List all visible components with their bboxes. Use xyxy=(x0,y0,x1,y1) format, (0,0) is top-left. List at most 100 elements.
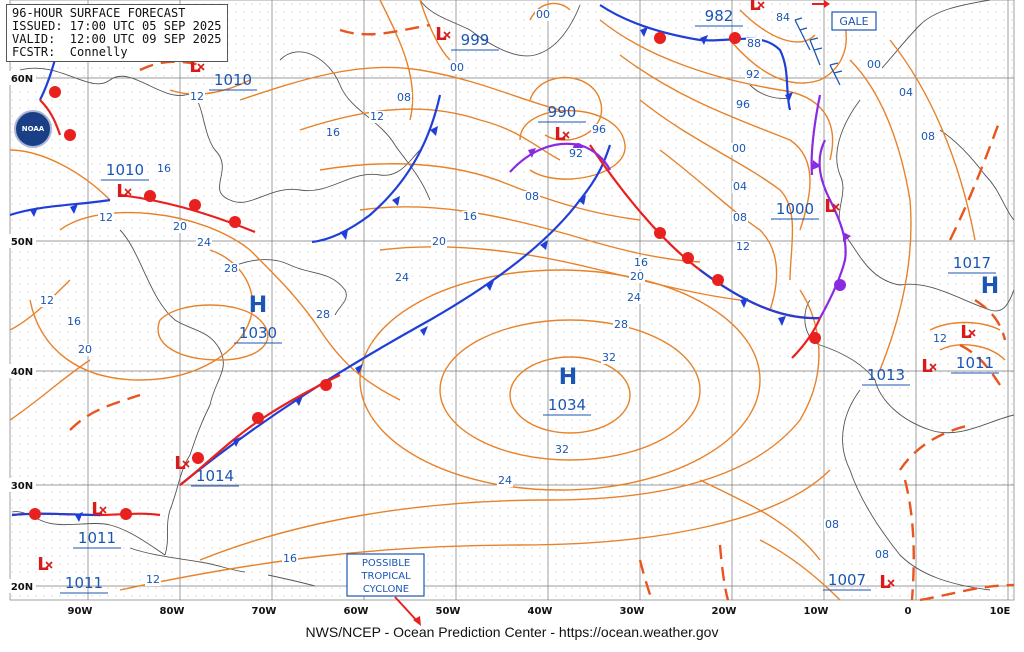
low-symbol: L xyxy=(37,554,48,575)
svg-text:10W: 10W xyxy=(804,606,829,617)
lat-label-40N: 40N xyxy=(8,364,36,378)
low-center-x xyxy=(124,188,132,196)
low-symbol: L xyxy=(435,24,446,45)
high-symbol: H xyxy=(981,274,999,299)
low-symbol: L xyxy=(749,0,760,15)
isobar-label: 20 xyxy=(77,343,93,356)
pressure-value-1011: 1011 xyxy=(73,529,121,549)
low-symbol: L xyxy=(879,572,890,593)
isobar-label: 28 xyxy=(223,262,239,275)
isobar-label: 16 xyxy=(282,552,298,565)
low-symbol: L xyxy=(960,322,971,343)
low-center-x xyxy=(45,561,53,569)
isobar-label: 20 xyxy=(629,270,645,283)
svg-text:30W: 30W xyxy=(620,606,645,617)
svg-text:92: 92 xyxy=(569,147,583,160)
isobar-label: 24 xyxy=(626,291,642,304)
pressure-value-1011: 1011 xyxy=(951,354,999,374)
svg-text:20: 20 xyxy=(173,220,187,233)
svg-text:04: 04 xyxy=(733,180,747,193)
low-center-x xyxy=(757,1,765,9)
lon-label-0: 0 xyxy=(893,603,923,617)
svg-text:04: 04 xyxy=(899,86,913,99)
svg-text:32: 32 xyxy=(555,443,569,456)
low-symbol: L xyxy=(189,56,200,77)
forecast-header: 96-HOUR SURFACE FORECAST ISSUED: 17:00 UT… xyxy=(6,4,228,62)
header-title: 96-HOUR SURFACE FORECAST xyxy=(12,6,186,20)
high-symbol: H xyxy=(249,293,267,318)
svg-text:16: 16 xyxy=(326,126,340,139)
svg-text:24: 24 xyxy=(395,271,409,284)
isobar-label: 16 xyxy=(156,162,172,175)
svg-text:10E: 10E xyxy=(990,606,1011,617)
svg-text:28: 28 xyxy=(316,308,330,321)
isobar-label: 12 xyxy=(98,211,114,224)
svg-text:12: 12 xyxy=(370,110,384,123)
low-center-x xyxy=(968,329,976,337)
pressure-value-1010: 1010 xyxy=(101,161,149,181)
svg-text:96: 96 xyxy=(592,123,606,136)
isobar-label: 08 xyxy=(396,91,412,104)
lat-label-60N: 60N xyxy=(8,71,36,85)
svg-text:08: 08 xyxy=(825,518,839,531)
lon-label-10W: 10W xyxy=(801,603,831,617)
low-symbol: L xyxy=(921,356,932,377)
svg-text:24: 24 xyxy=(197,236,211,249)
tropical-line2: TROPICAL xyxy=(360,571,411,582)
svg-text:08: 08 xyxy=(921,130,935,143)
longitude-labels: 90W 80W 70W 60W 50W 40W 30W 20W 10W 0 10E xyxy=(65,603,1015,617)
svg-text:84: 84 xyxy=(776,11,790,24)
svg-text:00: 00 xyxy=(732,142,746,155)
high-symbol: H xyxy=(559,365,577,390)
low-symbol: L xyxy=(824,196,835,217)
lat-label-50N: 50N xyxy=(8,234,36,248)
isobar-label: 20 xyxy=(172,220,188,233)
tropical-cyclone-annotation: POSSIBLE TROPICAL CYCLONE xyxy=(346,553,425,626)
svg-text:16: 16 xyxy=(634,256,648,269)
isobar-label: 08 xyxy=(920,130,936,143)
svg-text:50N: 50N xyxy=(11,237,33,248)
svg-text:1014: 1014 xyxy=(196,467,234,485)
isobar-label: 08 xyxy=(524,190,540,203)
svg-text:12: 12 xyxy=(736,240,750,253)
isobar-label: 12 xyxy=(932,332,948,345)
front-symbols xyxy=(29,27,851,522)
lon-label-40W: 40W xyxy=(525,603,555,617)
lon-label-30W: 30W xyxy=(617,603,647,617)
svg-text:24: 24 xyxy=(498,474,512,487)
svg-text:12: 12 xyxy=(40,294,54,307)
isobar-label: 92 xyxy=(745,68,761,81)
isobar-label: 16 xyxy=(633,256,649,269)
isobar-label: 28 xyxy=(613,318,629,331)
svg-text:12: 12 xyxy=(190,90,204,103)
troughs xyxy=(69,23,1015,602)
low-center-x xyxy=(832,203,840,211)
wind-barbs xyxy=(794,17,843,86)
isobar-label: 04 xyxy=(732,180,748,193)
svg-text:16: 16 xyxy=(283,552,297,565)
isobar-labels: 00 12 08 16 12 20 24 28 16 12 20 00 08 16 24 28 32 28 24 20… xyxy=(39,8,948,586)
noaa-logo: NOAA xyxy=(14,110,52,148)
pressure-value-1011: 1011 xyxy=(60,574,108,594)
svg-text:0: 0 xyxy=(905,606,912,617)
low-center-x xyxy=(887,579,895,587)
svg-text:32: 32 xyxy=(602,351,616,364)
isobars xyxy=(9,0,1006,601)
isobar-label: 00 xyxy=(866,58,882,71)
pressure-value-1030: 1030 xyxy=(234,324,282,344)
svg-text:92: 92 xyxy=(746,68,760,81)
svg-text:60W: 60W xyxy=(344,606,369,617)
svg-text:20: 20 xyxy=(78,343,92,356)
isobar-label: 28 xyxy=(315,308,331,321)
pressure-value-990: 990 xyxy=(538,103,586,123)
svg-text:00: 00 xyxy=(867,58,881,71)
isobar-label: 20 xyxy=(431,235,447,248)
header-valid: VALID: 12:00 UTC 09 SEP 2025 xyxy=(12,32,222,46)
svg-text:12: 12 xyxy=(99,211,113,224)
svg-text:28: 28 xyxy=(614,318,628,331)
isobar-label: 84 xyxy=(775,11,791,24)
svg-text:20: 20 xyxy=(630,270,644,283)
isobar-label: 00 xyxy=(449,61,465,74)
pressure-value-982: 982 xyxy=(695,7,743,27)
